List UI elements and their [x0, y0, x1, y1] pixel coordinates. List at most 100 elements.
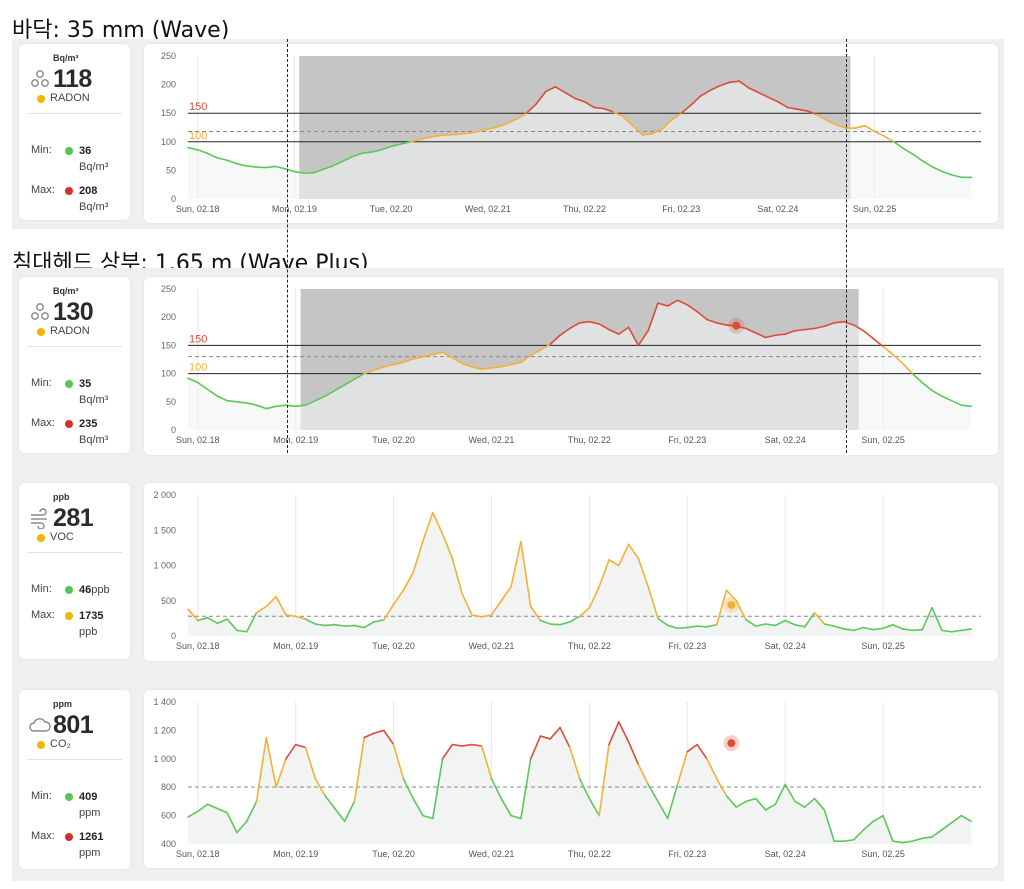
y-tick-label: 0 — [171, 425, 176, 435]
series-segment — [774, 619, 786, 627]
series-segment — [196, 616, 209, 622]
series-segment — [461, 743, 473, 747]
series-segment — [803, 327, 816, 331]
series-segment — [293, 170, 305, 175]
series-segment — [882, 814, 894, 842]
series-segment — [216, 157, 228, 161]
series-segment — [471, 366, 483, 370]
series-segment — [647, 783, 659, 803]
series-segment — [275, 595, 287, 616]
series-segment — [931, 607, 943, 632]
y-tick-label: 0 — [171, 631, 176, 641]
series-segment — [902, 147, 915, 156]
current-value: 281 — [53, 504, 94, 532]
series-segment — [383, 363, 395, 368]
series-segment — [351, 152, 363, 158]
series-segment — [637, 329, 649, 347]
series-segment — [383, 729, 395, 746]
series-segment — [921, 836, 933, 840]
series-segment — [872, 337, 884, 348]
co2-chart[interactable]: 400 600 800 1 000 1 200 1 400 Sun, 02.18 Mon, 0… — [144, 690, 998, 868]
series-segment — [912, 153, 924, 163]
series-segment — [686, 625, 698, 629]
wind-icon — [31, 508, 47, 529]
series-segment — [892, 623, 904, 630]
y-tick-label: 600 — [161, 811, 176, 821]
series-segment — [588, 320, 600, 325]
max-status-dot — [65, 612, 73, 620]
series-segment — [657, 617, 669, 627]
radon-floor-chart[interactable]: 150 100 0 50 100 150 200 250 Sun, 02.18 Mon, 02.1… — [144, 44, 998, 223]
series-segment — [529, 735, 542, 760]
series-segment — [706, 758, 718, 780]
series-segment — [392, 361, 405, 366]
radon-bedhead-chart[interactable]: 150 100 0 50 100 150 200 250 Sun, 02.18 Mon, 02.1… — [144, 277, 998, 455]
series-segment — [598, 559, 610, 588]
series-segment — [399, 141, 412, 145]
chart-card-radon-bedhead: 150 100 0 50 100 150 200 250 Sun, 02.18 Mon, 02.1… — [144, 277, 998, 455]
unit-label: ppb — [53, 492, 70, 502]
series-segment — [480, 614, 493, 618]
x-tick-label: Sat, 02.24 — [765, 849, 806, 859]
series-segment — [583, 100, 595, 109]
series-segment — [196, 149, 209, 155]
series-segment — [265, 595, 277, 608]
series-segment — [598, 743, 610, 817]
series-segment — [373, 366, 385, 372]
series-segment — [549, 726, 561, 740]
series-segment — [921, 607, 933, 631]
x-tick-label: Sun, 02.18 — [176, 204, 220, 214]
series-segment — [480, 367, 493, 370]
info-card-radon-floor: Bq/m³ 118 RADON Min: 36 Bq/m³ Max: 208 Bq/m³ — [19, 44, 130, 220]
series-segment — [226, 618, 238, 632]
x-tick-label: Sun, 02.25 — [853, 204, 897, 214]
series-segment — [764, 623, 777, 627]
series-segment — [255, 736, 268, 803]
area-fill — [188, 81, 972, 199]
series-segment — [745, 327, 757, 334]
series-segment — [873, 130, 886, 137]
series-segment — [608, 328, 620, 335]
series-segment — [745, 618, 757, 627]
series-segment — [951, 174, 963, 179]
series-segment — [715, 589, 728, 626]
series-segment — [441, 351, 454, 359]
series-segment — [235, 162, 247, 167]
series-segment — [412, 355, 424, 360]
series-segment — [383, 603, 395, 621]
series-segment — [471, 614, 483, 618]
series-segment — [578, 777, 591, 800]
y-tick-label: 500 — [161, 596, 176, 606]
series-segment — [893, 141, 905, 150]
y-tick-label: 150 — [161, 108, 176, 118]
series-segment — [422, 353, 434, 358]
voc-chart[interactable]: 0 500 1 000 1 500 2 000 Sun, 02.18 Mon, 02.19 T… — [144, 483, 998, 661]
series-segment — [738, 80, 750, 89]
series-segment — [341, 155, 354, 163]
series-segment — [627, 740, 640, 766]
series-segment — [794, 800, 806, 808]
series-segment — [422, 814, 434, 820]
series-segment — [392, 589, 405, 606]
series-segment — [852, 324, 865, 332]
y-tick-label: 50 — [166, 165, 176, 175]
range-start-line[interactable] — [287, 39, 288, 453]
series-segment — [632, 124, 644, 136]
series-segment — [402, 358, 414, 364]
series-segment — [441, 743, 454, 760]
series-segment — [314, 395, 326, 402]
min-status-dot — [65, 380, 73, 388]
x-tick-label: Tue, 02.20 — [372, 641, 415, 651]
series-segment — [486, 126, 499, 131]
series-segment — [216, 807, 228, 814]
series-segment — [725, 794, 738, 808]
series-segment — [516, 112, 528, 120]
y-tick-label: 1 400 — [153, 697, 176, 707]
range-end-line[interactable] — [846, 39, 847, 453]
series-segment — [686, 743, 698, 753]
series-segment — [361, 151, 373, 155]
section-title-floor: 바닥: 35 mm (Wave) — [12, 18, 230, 43]
series-segment — [661, 119, 673, 131]
series-segment — [852, 829, 865, 841]
series-segment — [676, 299, 689, 306]
